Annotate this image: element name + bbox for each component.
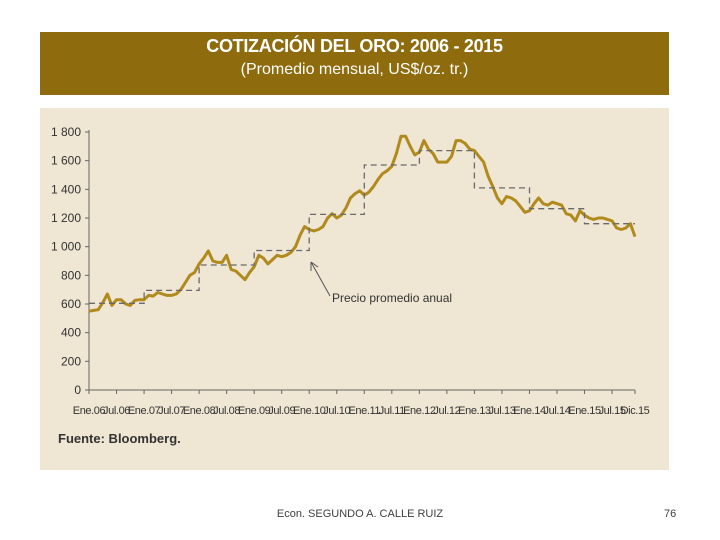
chart-title: COTIZACIÓN DEL ORO: 2006 - 2015 (206, 36, 503, 56)
y-tick-label: 400 (61, 326, 81, 340)
chart-subtitle: (Promedio mensual, US$/oz. tr.) (240, 61, 469, 78)
monthly-price-line (88, 134, 637, 313)
x-tick-label: Jul.10 (323, 405, 350, 417)
chart-marks (88, 134, 637, 313)
annual-price-annotation: Precio promedio anual (332, 291, 452, 305)
x-tick-label: Jul.07 (158, 405, 185, 417)
x-tick-label: Ene.11 (348, 405, 380, 417)
y-tick-label: 1 400 (51, 182, 81, 196)
page-number: 76 (664, 508, 677, 520)
x-tick-label: Ene.07 (128, 405, 161, 417)
source-note: Fuente: Bloomberg. (58, 431, 181, 446)
annual-average-line (89, 149, 635, 304)
y-tick-label: 1 000 (51, 240, 81, 254)
chart-panel (40, 108, 669, 470)
x-tick-label: Jul.06 (103, 405, 130, 417)
annotation-arrowhead (310, 261, 319, 271)
x-tick-label: Jul.13 (488, 405, 515, 417)
y-tick-label: 200 (61, 354, 81, 368)
y-tick-label: 1 200 (51, 211, 81, 225)
y-tick-label: 1 800 (51, 125, 81, 139)
x-tick-label: Ene.13 (458, 405, 491, 417)
x-tick-label: Ene.12 (403, 405, 436, 417)
x-tick-label: Ene.14 (513, 405, 546, 417)
x-tick-label: Jul.15 (599, 405, 626, 417)
x-tick-label: Ene.15 (568, 405, 601, 417)
y-tick-label: 600 (61, 297, 81, 311)
x-tick-label: Ene.09 (238, 405, 271, 417)
x-tick-label: Jul.11 (379, 405, 405, 417)
x-tick-label: Ene.08 (183, 405, 216, 417)
y-tick-label: 0 (74, 383, 81, 397)
y-tick-label: 800 (61, 268, 81, 282)
x-tick-label: Dic.15 (621, 405, 650, 417)
y-tick-label: 1 600 (51, 154, 81, 168)
x-tick-label: Ene.06 (73, 405, 106, 417)
x-tick-label: Jul.09 (268, 405, 295, 417)
x-tick-label: Jul.14 (544, 405, 571, 417)
x-tick-label: Jul.08 (213, 405, 240, 417)
x-tick-label: Jul.12 (433, 405, 460, 417)
chart-axes: 0 200 400 600 800 1 000 1 200 1 400 1 600 1 800 En… (51, 125, 650, 417)
x-tick-label: Ene.10 (293, 405, 326, 417)
footer-author: Econ. SEGUNDO A. CALLE RUIZ (276, 508, 444, 520)
chart-header: COTIZACIÓN DEL ORO: 2006 - 2015 (Promedi… (40, 32, 669, 95)
annotation-arrow (310, 261, 331, 297)
